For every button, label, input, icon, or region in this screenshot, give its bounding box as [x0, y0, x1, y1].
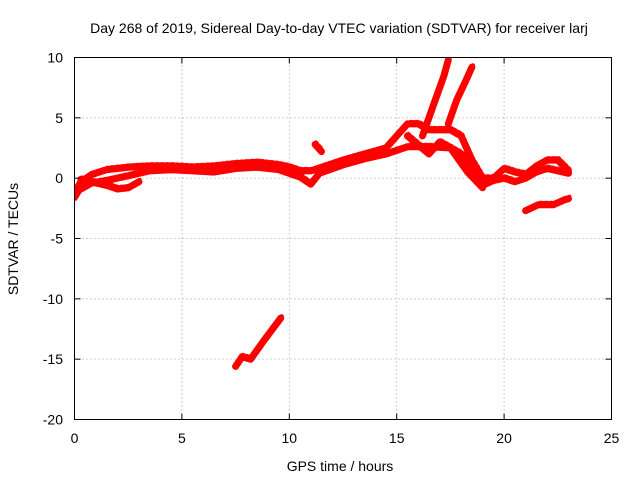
series-rise-fall-segment: [311, 140, 325, 156]
x-tick-label: 10: [282, 430, 298, 446]
y-axis-label: SDTVAR / TECUs: [5, 183, 21, 295]
data-series: [74, 57, 572, 370]
series-isolated-segment-scatter: [234, 314, 284, 367]
x-tick-label: 20: [496, 430, 512, 446]
series-rise-fall-segment-scatter: [314, 140, 325, 152]
y-tick-label: 10: [47, 50, 63, 66]
x-tick-label: 0: [71, 430, 79, 446]
x-axis-label: GPS time / hours: [287, 458, 394, 474]
axis-ticks: 0 5 10 15 20 25 -20 -15 -10 -5 0 5 10: [43, 50, 620, 447]
chart-title: Day 268 of 2019, Sidereal Day-to-day VTE…: [90, 20, 588, 36]
x-tick-label: 15: [389, 430, 405, 446]
series-arc-segment: [403, 132, 487, 192]
series-steep-rise-2-scatter: [447, 63, 475, 124]
grid-lines: [74, 57, 612, 420]
y-tick-label: -5: [51, 231, 64, 247]
series-main-band-scatter: [74, 119, 572, 193]
series-right-low-segment-scatter: [524, 194, 572, 211]
series-arc-segment-scatter: [406, 131, 486, 188]
series-steep-rise-1-scatter: [421, 57, 452, 136]
y-tick-label: 5: [55, 110, 63, 126]
y-tick-label: -15: [43, 351, 63, 367]
y-tick-label: -10: [43, 291, 63, 307]
y-tick-label: 0: [55, 170, 63, 186]
x-tick-label: 25: [604, 430, 620, 446]
series-lower-band-scatter: [74, 142, 572, 198]
x-tick-label: 5: [178, 430, 186, 446]
y-tick-label: -20: [43, 412, 63, 428]
series-dip-segment-scatter: [79, 175, 142, 189]
